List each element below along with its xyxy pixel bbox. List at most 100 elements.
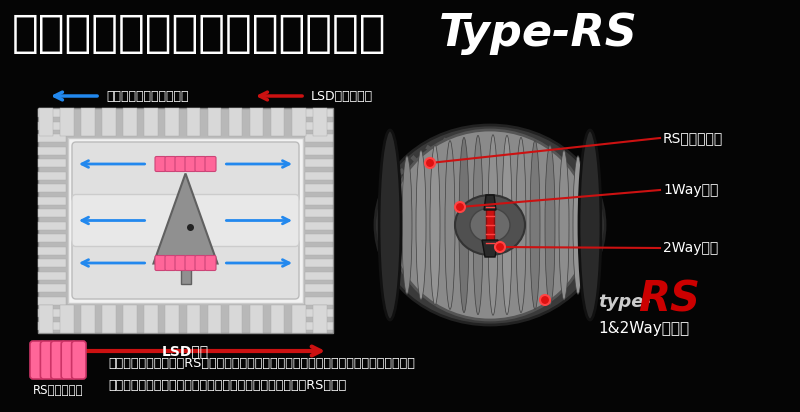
FancyBboxPatch shape <box>51 341 66 379</box>
Bar <box>305 234 333 242</box>
Bar <box>384 216 389 222</box>
Bar <box>525 301 532 308</box>
Ellipse shape <box>502 136 512 315</box>
Bar <box>39 305 53 333</box>
Ellipse shape <box>559 150 569 300</box>
Bar <box>166 305 179 333</box>
Bar <box>38 234 66 242</box>
FancyBboxPatch shape <box>30 341 45 379</box>
Bar <box>430 290 438 297</box>
FancyBboxPatch shape <box>61 341 76 379</box>
Bar <box>38 147 66 154</box>
Bar <box>542 293 550 301</box>
Bar <box>461 133 468 139</box>
Bar <box>583 239 589 246</box>
Bar <box>313 108 326 136</box>
Bar <box>305 209 333 217</box>
FancyBboxPatch shape <box>175 157 186 171</box>
Bar <box>38 222 66 229</box>
Bar <box>481 133 487 138</box>
Bar <box>305 171 333 180</box>
Text: 低イニシャルトルクで作動する: 低イニシャルトルクで作動する <box>12 12 386 55</box>
FancyBboxPatch shape <box>195 255 206 271</box>
Bar <box>305 272 333 280</box>
Text: 1&2Wayタイプ: 1&2Wayタイプ <box>598 321 689 335</box>
FancyBboxPatch shape <box>195 157 206 171</box>
Ellipse shape <box>402 156 412 294</box>
Bar <box>537 147 544 155</box>
Bar <box>442 137 450 144</box>
Text: 1Wayカム: 1Wayカム <box>663 183 718 197</box>
Bar <box>305 147 333 154</box>
Bar <box>38 309 66 317</box>
Bar <box>186 108 200 136</box>
Bar <box>585 222 590 229</box>
Bar <box>38 184 66 192</box>
Polygon shape <box>484 195 496 210</box>
FancyBboxPatch shape <box>155 157 166 171</box>
FancyBboxPatch shape <box>155 255 166 271</box>
Bar <box>38 109 66 117</box>
Bar <box>38 321 66 330</box>
Bar <box>123 108 137 136</box>
Ellipse shape <box>390 130 590 320</box>
Bar <box>392 250 398 257</box>
Bar <box>447 299 455 306</box>
Bar <box>305 222 333 229</box>
Circle shape <box>495 242 505 252</box>
Bar <box>390 183 397 190</box>
FancyBboxPatch shape <box>185 255 196 271</box>
Ellipse shape <box>473 136 483 315</box>
Bar <box>569 270 576 278</box>
Ellipse shape <box>579 130 601 320</box>
Bar <box>305 122 333 130</box>
FancyBboxPatch shape <box>185 157 196 171</box>
Ellipse shape <box>488 135 498 315</box>
Ellipse shape <box>375 125 605 325</box>
Bar <box>38 122 66 130</box>
Bar <box>102 305 116 333</box>
Bar <box>102 108 116 136</box>
Ellipse shape <box>459 138 469 313</box>
Bar <box>305 246 333 255</box>
Ellipse shape <box>573 156 583 294</box>
Bar <box>144 108 158 136</box>
FancyBboxPatch shape <box>175 255 186 271</box>
Bar <box>229 108 242 136</box>
Bar <box>486 203 494 247</box>
Bar <box>60 108 74 136</box>
Bar <box>305 309 333 317</box>
Bar <box>305 197 333 205</box>
Text: 特殊精密スプリング（RSスプリング）によって、センターからプレッシャーリングを押: 特殊精密スプリング（RSスプリング）によって、センターからプレッシャーリングを押 <box>108 357 415 370</box>
Bar <box>38 108 333 333</box>
Bar <box>398 168 406 175</box>
Bar <box>414 279 422 286</box>
FancyBboxPatch shape <box>72 194 299 246</box>
Ellipse shape <box>455 195 525 255</box>
Bar <box>305 109 333 117</box>
Ellipse shape <box>379 130 401 320</box>
Bar <box>556 283 564 290</box>
Bar <box>578 255 585 262</box>
Bar <box>38 297 66 304</box>
Bar <box>552 159 560 166</box>
Bar <box>250 305 263 333</box>
Bar <box>402 265 409 272</box>
Bar <box>60 305 74 333</box>
Bar <box>582 205 588 212</box>
Bar <box>38 197 66 205</box>
Bar <box>81 108 95 136</box>
Bar <box>305 284 333 292</box>
Polygon shape <box>482 240 498 257</box>
Bar <box>68 138 303 303</box>
Circle shape <box>540 295 550 305</box>
Bar <box>575 188 582 196</box>
Text: LSD作動: LSD作動 <box>162 344 209 358</box>
Bar <box>270 305 285 333</box>
FancyBboxPatch shape <box>205 255 216 271</box>
Bar <box>487 307 493 312</box>
Bar <box>166 108 179 136</box>
Bar <box>305 297 333 304</box>
Bar <box>313 305 326 333</box>
Bar <box>305 134 333 142</box>
